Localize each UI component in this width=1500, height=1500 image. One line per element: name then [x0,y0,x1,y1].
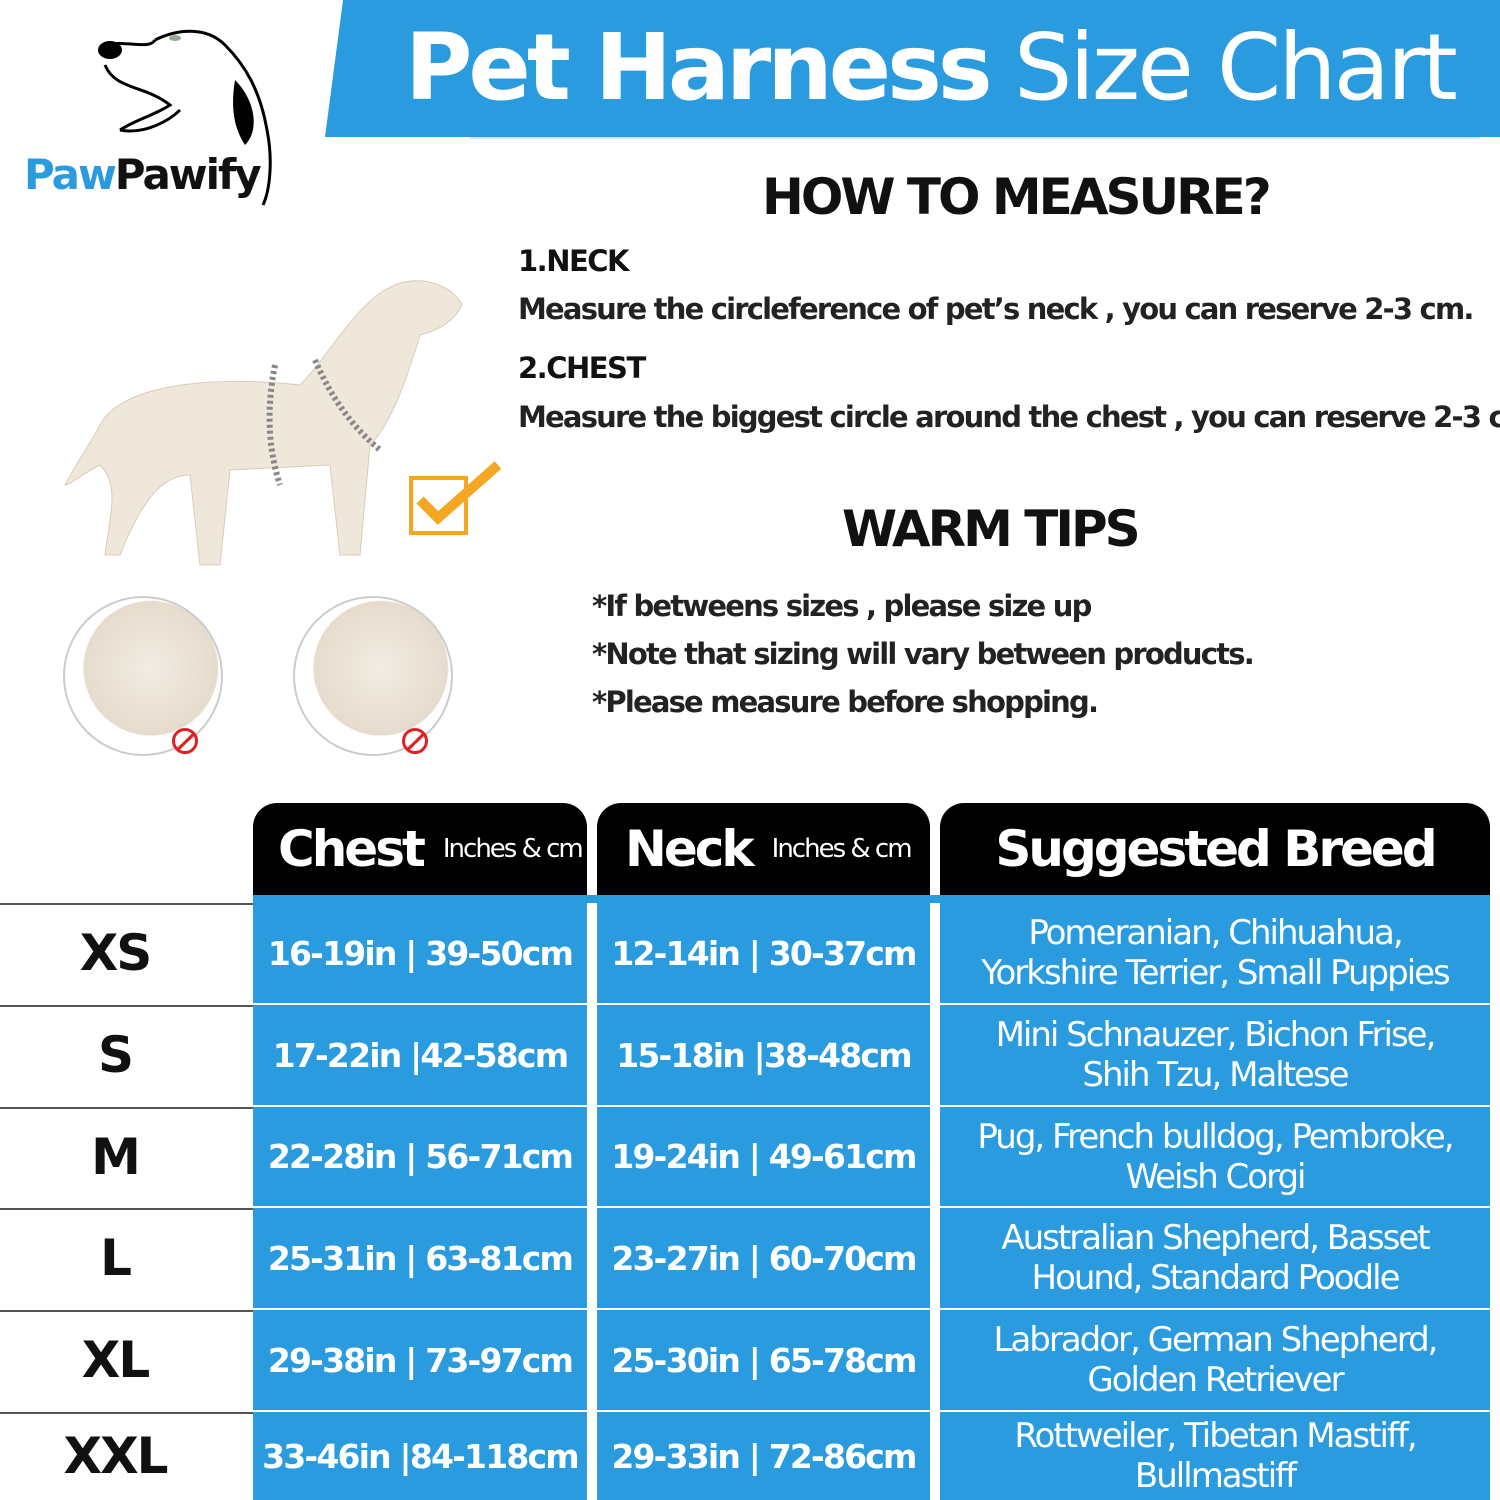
size-label: XXL [63,1427,169,1485]
breed-cell: Pomeranian, Chihuahua, Yorkshire Terrier,… [940,903,1490,1003]
title-light: Size Chart [1013,14,1458,121]
step-chest-text: Measure the biggest circle around the ch… [518,400,1500,434]
size-label: M [91,1127,141,1186]
row-divider [0,1310,253,1312]
breed-cell: Rottweiler, Tibetan Mastiff, Bullmastiff [940,1412,1490,1500]
breed-line: Mini Schnauzer, Bichon Frise, [995,1015,1437,1055]
title-banner [325,0,1500,137]
tip-item: *Note that sizing will vary between prod… [592,637,1255,671]
breed-line: Shih Tzu, Maltese [1082,1055,1349,1095]
brand-part1: Paw [24,150,117,199]
breed-line: Pug, French bulldog, Pembroke, [977,1116,1454,1157]
breed-line: Golden Retriever [1087,1360,1344,1400]
header-strip [253,895,1490,903]
size-label: XS [79,924,153,982]
breed-line: Labrador, German Shepherd, [993,1320,1439,1360]
neck-cell: 23-27in | 60-70cm [597,1208,930,1308]
chest-cell: 22-28in | 56-71cm [253,1107,587,1206]
breed-cell: Australian Shepherd, Basset Hound, Standa… [940,1208,1490,1308]
breed-cell: Labrador, German Shepherd, Golden Retriev… [940,1310,1490,1410]
chest-cell: 29-38in | 73-97cm [253,1310,587,1410]
breed-cell: Pug, French bulldog, Pembroke, Weish Corg… [940,1107,1490,1206]
chest-header-label: Chest [278,820,426,878]
size-label: L [100,1229,132,1287]
size-label: S [97,1026,134,1084]
step-neck-label: 1.NECK [518,244,630,278]
breed-line: Weish Corgi [1125,1156,1306,1197]
size-label: XL [81,1331,150,1389]
chest-cell: 17-22in |42-58cm [253,1005,587,1105]
chest-cell: 16-19in | 39-50cm [253,903,587,1003]
divider [470,137,1480,139]
wrong-chest-image [293,596,453,756]
title-bold: Pet Harness [405,14,993,121]
chest-cell: 33-46in |84-118cm [253,1412,587,1500]
page-title: Pet Harness Size Chart [405,8,1458,128]
row-divider [0,1412,253,1414]
chest-unit: Inches & cm [442,834,584,864]
neck-cell: 15-18in |38-48cm [597,1005,930,1105]
breed-line: Rottweiler, Tibetan Mastiff, [1014,1416,1417,1456]
row-divider [0,1208,253,1210]
step-neck-text: Measure the circleference of pet’s neck … [518,292,1474,326]
breed-cell: Mini Schnauzer, Bichon Frise, Shih Tzu, M… [940,1005,1490,1105]
brand-logo: PawPawify [24,150,262,199]
tip-item: *Please measure before shopping. [592,685,1099,719]
breed-header-label: Suggested Breed [995,820,1437,878]
row-divider [0,903,253,905]
neck-cell: 25-30in | 65-78cm [597,1310,930,1410]
neck-header: Neck Inches & cm [597,803,930,895]
step-chest-label: 2.CHEST [518,351,646,385]
neck-cell: 19-24in | 49-61cm [597,1107,930,1206]
breed-line: Pomeranian, Chihuahua, [1028,913,1403,953]
tip-item: *If betweens sizes , please size up [592,589,1092,623]
breed-header: Suggested Breed [940,803,1490,895]
brand-part2: Pawify [114,150,262,199]
dog-measure-image [64,280,463,566]
chest-cell: 25-31in | 63-81cm [253,1208,587,1308]
chest-header: Chest Inches & cm [253,803,587,895]
check-icon [409,461,502,535]
neck-cell: 12-14in | 30-37cm [597,903,930,1003]
neck-cell: 29-33in | 72-86cm [597,1412,930,1500]
prohibited-icon [402,728,428,754]
dog-head-logo-icon [98,29,272,206]
row-divider [0,1005,253,1007]
breed-line: Yorkshire Terrier, Small Puppies [981,953,1451,993]
breed-line: Bullmastiff [1134,1456,1297,1496]
prohibited-icon [172,728,198,754]
neck-header-label: Neck [625,820,755,878]
breed-line: Australian Shepherd, Basset [1001,1218,1430,1258]
wrong-neck-image [63,596,223,756]
how-to-heading: HOW TO MEASURE? [762,168,1272,226]
breed-line: Hound, Standard Poodle [1031,1258,1401,1298]
warm-tips-heading: WARM TIPS [842,500,1141,558]
neck-unit: Inches & cm [771,834,913,864]
row-divider [0,1107,253,1109]
